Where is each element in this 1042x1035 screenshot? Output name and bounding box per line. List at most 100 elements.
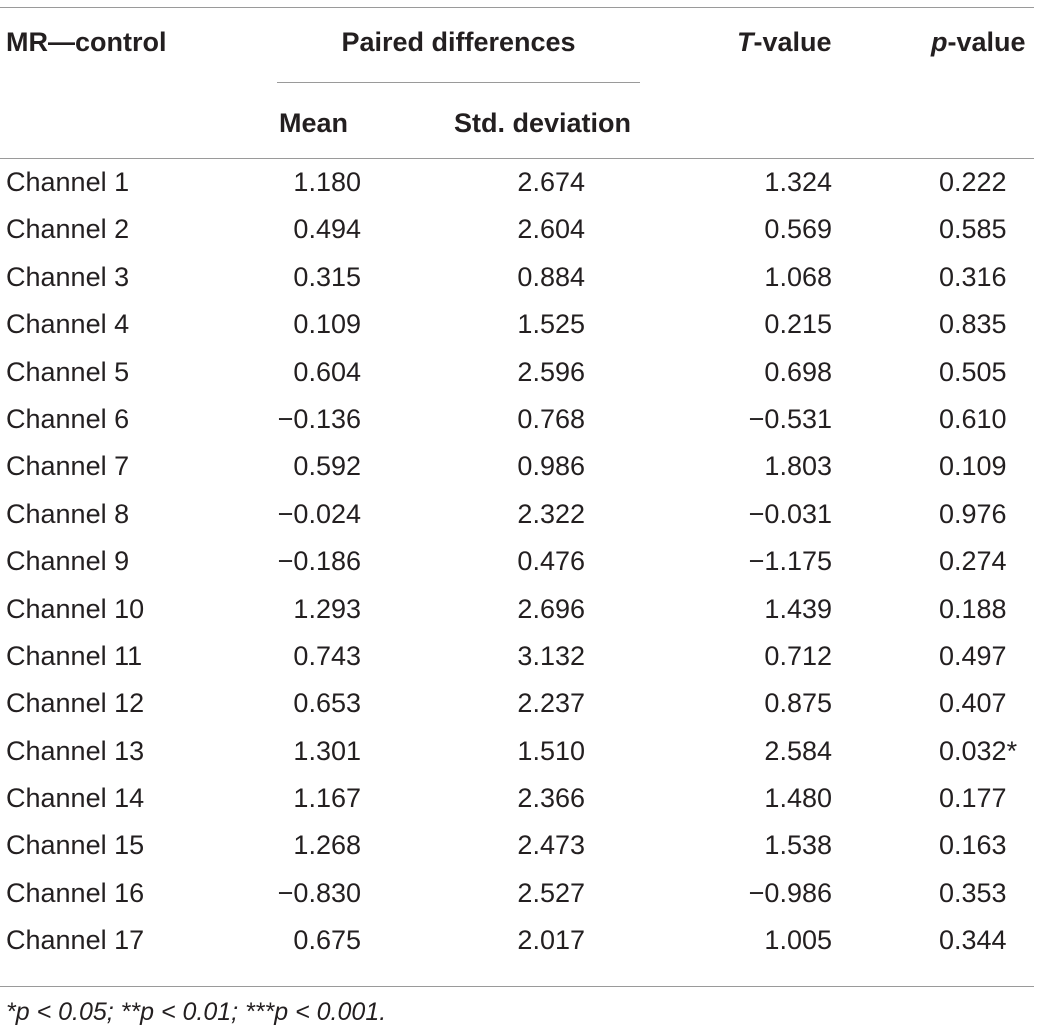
cell-t-value: −0.031 bbox=[748, 498, 832, 529]
cell-p-value: 0.032* bbox=[939, 735, 1018, 766]
cell-std-deviation: 2.604 bbox=[517, 214, 585, 245]
cell-mean: 1.167 bbox=[293, 783, 361, 814]
table-row: Channel 17 0.675 2.017 1.005 0.344 bbox=[0, 925, 1042, 976]
cell-mean: 0.592 bbox=[293, 451, 361, 482]
cell-mean: 0.653 bbox=[293, 688, 361, 719]
cell-t-value: −1.175 bbox=[748, 546, 832, 577]
cell-t-value: 0.215 bbox=[764, 309, 832, 340]
cell-p-value: 0.497 bbox=[939, 640, 1007, 671]
table-row: Channel 7 0.592 0.986 1.803 0.109 bbox=[0, 451, 1042, 502]
row-label: Channel 2 bbox=[6, 214, 130, 245]
cell-t-value: 1.538 bbox=[764, 830, 832, 861]
cell-mean: 0.315 bbox=[293, 261, 361, 292]
cell-p-value: 0.188 bbox=[939, 593, 1007, 624]
header-t-suffix: -value bbox=[753, 27, 832, 57]
cell-mean: 0.109 bbox=[293, 309, 361, 340]
header-p-suffix: -value bbox=[947, 27, 1026, 57]
table-row: Channel 6 −0.136 0.768 −0.531 0.610 bbox=[0, 404, 1042, 455]
table-top-rule bbox=[0, 7, 1034, 8]
cell-t-value: 1.324 bbox=[764, 167, 832, 197]
cell-p-value: 0.344 bbox=[939, 925, 1007, 956]
table-row: Channel 16 −0.830 2.527 −0.986 0.353 bbox=[0, 878, 1042, 929]
row-label: Channel 4 bbox=[6, 309, 130, 340]
cell-t-value: 1.803 bbox=[764, 451, 832, 482]
cell-p-value: 0.505 bbox=[939, 356, 1007, 387]
cell-mean: −0.136 bbox=[277, 403, 361, 434]
table-row: Channel 4 0.109 1.525 0.215 0.835 bbox=[0, 309, 1042, 360]
header-bottom-rule bbox=[0, 158, 1034, 159]
header-mr-control: MR—control bbox=[6, 27, 167, 57]
cell-std-deviation: 2.596 bbox=[517, 356, 585, 387]
cell-mean: 1.180 bbox=[293, 167, 361, 197]
table-row: Channel 5 0.604 2.596 0.698 0.505 bbox=[0, 357, 1042, 408]
row-label: Channel 17 bbox=[6, 925, 145, 956]
cell-std-deviation: 1.525 bbox=[517, 309, 585, 340]
cell-mean: 0.675 bbox=[293, 925, 361, 956]
cell-std-deviation: 0.476 bbox=[517, 546, 585, 577]
cell-t-value: 2.584 bbox=[764, 735, 832, 766]
cell-mean: 1.301 bbox=[293, 735, 361, 766]
table-bottom-rule bbox=[0, 986, 1034, 987]
cell-p-value: 0.316 bbox=[939, 261, 1007, 292]
cell-t-value: 1.439 bbox=[764, 593, 832, 624]
header-paired-differences: Paired differences bbox=[341, 27, 576, 57]
row-label: Channel 3 bbox=[6, 261, 130, 292]
header-p-letter: p bbox=[931, 27, 948, 57]
cell-std-deviation: 0.768 bbox=[517, 403, 585, 434]
table-row: Channel 10 1.293 2.696 1.439 0.188 bbox=[0, 594, 1042, 645]
cell-std-deviation: 2.527 bbox=[517, 877, 585, 908]
cell-std-deviation: 0.986 bbox=[517, 451, 585, 482]
cell-mean: −0.024 bbox=[277, 498, 361, 529]
cell-p-value: 0.835 bbox=[939, 309, 1007, 340]
table-row: Channel 14 1.167 2.366 1.480 0.177 bbox=[0, 783, 1042, 834]
header-t-letter: T bbox=[737, 27, 754, 57]
cell-std-deviation: 3.132 bbox=[517, 640, 585, 671]
header-mean: Mean bbox=[279, 108, 349, 138]
row-label: Channel 1 bbox=[6, 167, 130, 197]
header-std-deviation: Std. deviation bbox=[454, 108, 632, 138]
cell-p-value: 0.222 bbox=[939, 167, 1007, 197]
table-row: Channel 9 −0.186 0.476 −1.175 0.274 bbox=[0, 546, 1042, 597]
row-label: Channel 14 bbox=[6, 783, 145, 814]
row-label: Channel 6 bbox=[6, 403, 130, 434]
table-body: Channel 1 1.180 2.674 1.324 0.222 Channel 2 0.… bbox=[0, 167, 1042, 977]
cell-std-deviation: 1.510 bbox=[517, 735, 585, 766]
cell-mean: −0.830 bbox=[277, 877, 361, 908]
row-label: Channel 10 bbox=[6, 593, 145, 624]
cell-std-deviation: 2.696 bbox=[517, 593, 585, 624]
cell-std-deviation: 2.473 bbox=[517, 830, 585, 861]
cell-std-deviation: 2.366 bbox=[517, 783, 585, 814]
cell-std-deviation: 2.322 bbox=[517, 498, 585, 529]
cell-t-value: −0.986 bbox=[748, 877, 832, 908]
table-row: Channel 12 0.653 2.237 0.875 0.407 bbox=[0, 688, 1042, 739]
cell-p-value: 0.163 bbox=[939, 830, 1007, 861]
cell-p-value: 0.177 bbox=[939, 783, 1007, 814]
row-label: Channel 11 bbox=[6, 640, 143, 671]
row-label: Channel 15 bbox=[6, 830, 145, 861]
table-row: Channel 13 1.301 1.510 2.584 0.032* bbox=[0, 736, 1042, 787]
row-label: Channel 16 bbox=[6, 877, 145, 908]
cell-mean: 1.293 bbox=[293, 593, 361, 624]
table-row: Channel 3 0.315 0.884 1.068 0.316 bbox=[0, 262, 1042, 313]
cell-t-value: 0.698 bbox=[764, 356, 832, 387]
cell-mean: 0.604 bbox=[293, 356, 361, 387]
cell-t-value: −0.531 bbox=[748, 403, 832, 434]
cell-std-deviation: 2.237 bbox=[517, 688, 585, 719]
cell-p-value: 0.585 bbox=[939, 214, 1007, 245]
table-row: Channel 8 −0.024 2.322 −0.031 0.976 bbox=[0, 499, 1042, 550]
row-label: Channel 7 bbox=[6, 451, 130, 482]
row-label: Channel 12 bbox=[6, 688, 145, 719]
cell-p-value: 0.353 bbox=[939, 877, 1007, 908]
row-label: Channel 13 bbox=[6, 735, 145, 766]
row-label: Channel 5 bbox=[6, 356, 130, 387]
cell-t-value: 0.875 bbox=[764, 688, 832, 719]
header-t-value: T-value bbox=[737, 26, 832, 58]
table-row: Channel 2 0.494 2.604 0.569 0.585 bbox=[0, 214, 1042, 265]
cell-t-value: 1.005 bbox=[764, 925, 832, 956]
cell-p-value: 0.407 bbox=[939, 688, 1007, 719]
cell-std-deviation: 2.017 bbox=[517, 925, 585, 956]
cell-mean: 0.743 bbox=[293, 640, 361, 671]
cell-mean: −0.186 bbox=[277, 546, 361, 577]
paired-differences-underline bbox=[277, 82, 640, 83]
cell-t-value: 0.712 bbox=[764, 640, 832, 671]
